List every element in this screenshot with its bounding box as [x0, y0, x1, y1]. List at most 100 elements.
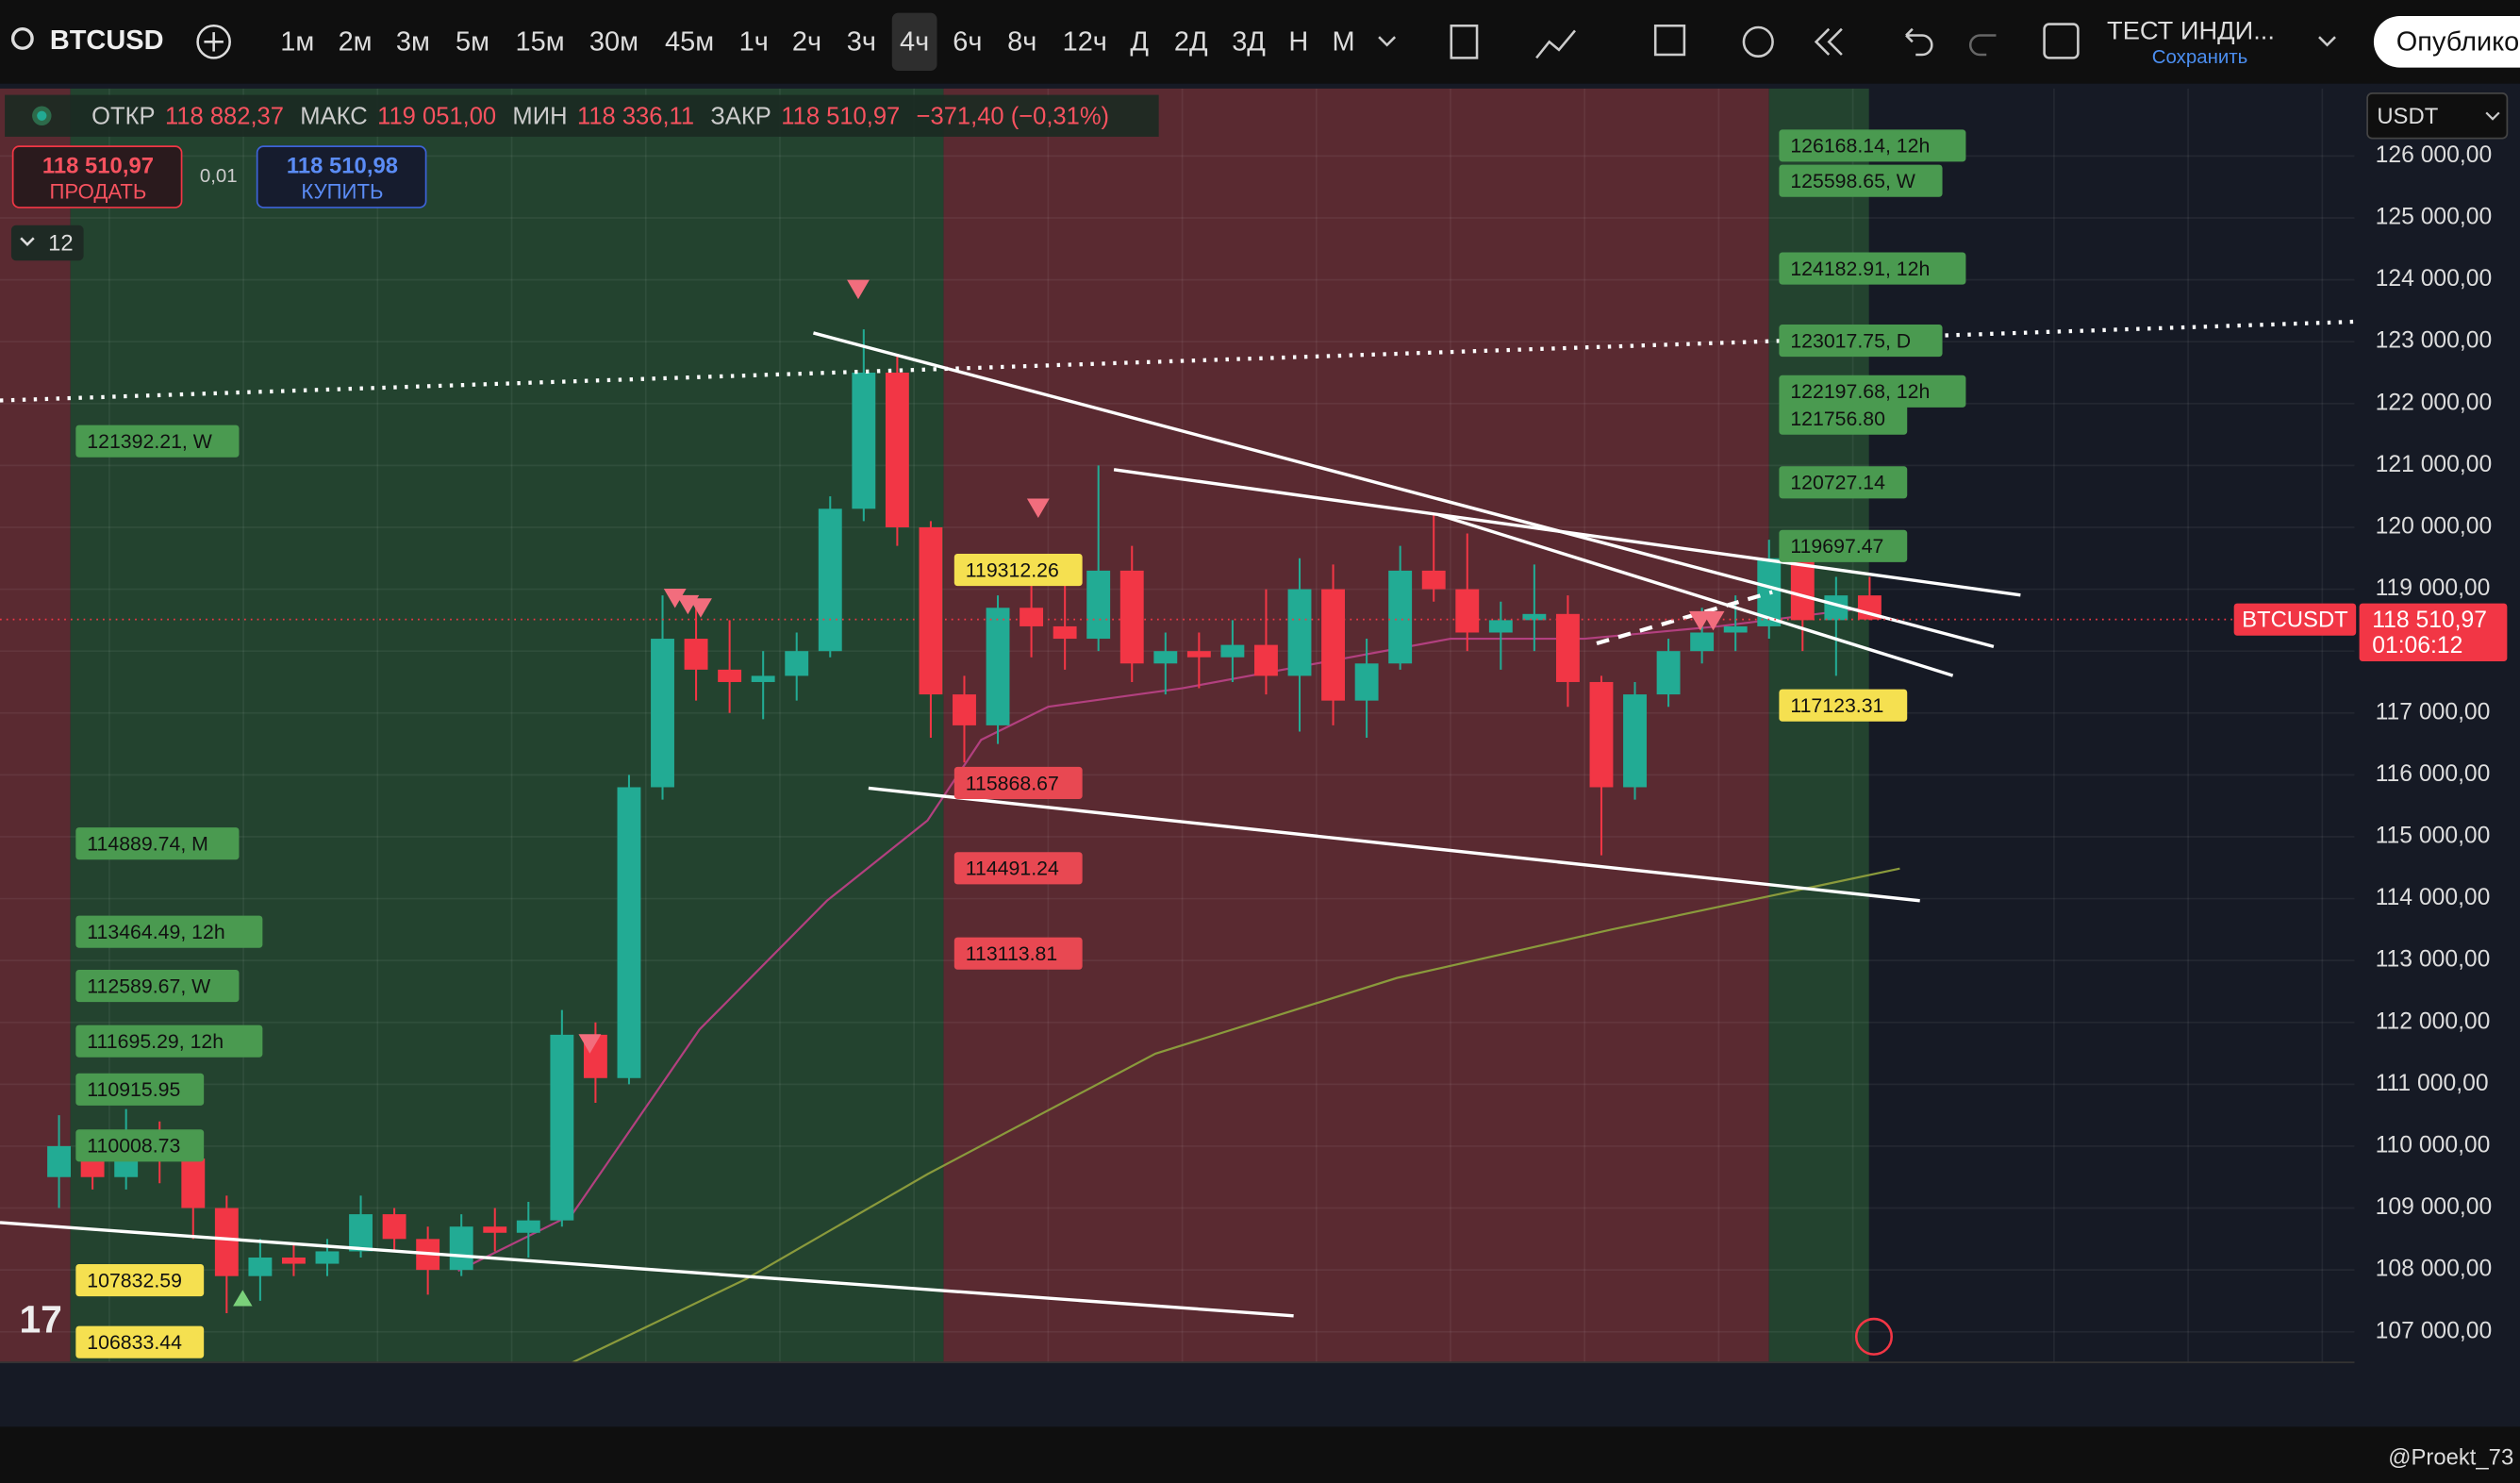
interval[interactable]: 2м	[339, 27, 373, 58]
y-tick-label: 122 000,00	[2376, 390, 2493, 415]
buy-label[interactable]: КУПИТЬ	[301, 179, 383, 203]
signal-marker	[233, 1290, 253, 1307]
level-label: 119312.26	[966, 558, 1059, 581]
chart-type[interactable]	[1450, 25, 1479, 59]
add-symbol[interactable]	[196, 25, 231, 59]
level-label: 107832.59	[87, 1269, 182, 1291]
candle-body	[550, 1034, 574, 1221]
template-menu[interactable]	[2318, 36, 2336, 47]
candle-body	[1589, 681, 1614, 788]
interval[interactable]: 8ч	[1007, 27, 1036, 58]
fullscreen[interactable]	[2043, 23, 2080, 59]
trend-line	[1437, 512, 1954, 677]
trend-line	[1113, 468, 2021, 597]
layouts[interactable]	[1653, 25, 1686, 57]
price-tag	[2359, 603, 2508, 661]
interval[interactable]: Д	[1130, 27, 1149, 58]
candle-body	[1555, 613, 1580, 682]
candle-body	[382, 1214, 406, 1240]
symbol-tag-text: BTCUSDT	[2242, 608, 2348, 633]
interval[interactable]: 4ч	[900, 27, 929, 58]
interval[interactable]: 30м	[589, 27, 638, 58]
replay[interactable]	[1814, 27, 1843, 56]
candle-body	[1254, 644, 1278, 676]
interval[interactable]: 45м	[665, 27, 714, 58]
candle-body	[47, 1145, 72, 1177]
level-label-box	[953, 937, 1083, 970]
sell-button[interactable]	[11, 145, 183, 208]
currency[interactable]: USDT	[2377, 104, 2438, 129]
search-icon[interactable]	[10, 26, 34, 50]
interval[interactable]: 12ч	[1063, 27, 1107, 58]
candle-body	[1421, 570, 1446, 590]
candle-body	[281, 1258, 306, 1264]
interval[interactable]: Н	[1288, 27, 1308, 58]
more-intervals[interactable]	[1378, 36, 1397, 47]
session-shade	[70, 88, 944, 1363]
candle-body	[818, 508, 842, 652]
collapse-button[interactable]	[10, 225, 84, 261]
publish[interactable]: Опублико	[2396, 27, 2519, 58]
add-icon	[204, 32, 224, 52]
level-label-box	[75, 425, 240, 458]
ohlc: ОТКР 118 882,37 МАКС 119 051,00 МИН 118 …	[91, 103, 1109, 129]
candle-body	[1287, 589, 1312, 676]
alert-icon[interactable]	[1854, 1317, 1893, 1356]
status-dot-core	[37, 110, 47, 121]
interval[interactable]: 3ч	[847, 27, 876, 58]
sell-label[interactable]: ПРОДАТЬ	[49, 179, 146, 203]
candle-body	[315, 1251, 340, 1264]
buy-button[interactable]	[256, 145, 427, 208]
candle-body	[1186, 651, 1211, 658]
save[interactable]: Сохранить	[2152, 46, 2248, 68]
level-label-box	[1779, 324, 1943, 358]
candle-body	[181, 1158, 206, 1208]
value: 118 510,97	[781, 103, 900, 129]
interval[interactable]: 3Д	[1232, 27, 1266, 58]
active-interval-bg	[891, 12, 937, 72]
interval[interactable]: 2Д	[1174, 27, 1208, 58]
candle-body	[1119, 570, 1144, 664]
candle-body	[1656, 651, 1681, 695]
label: ЗАКР	[710, 103, 771, 129]
interval[interactable]: 5м	[456, 27, 489, 58]
buy-price[interactable]: 118 510,98	[287, 154, 398, 179]
candle-body	[1488, 620, 1513, 633]
interval[interactable]: 1м	[280, 27, 314, 58]
plot-area: 121392.21, W 114889.74, M 113464.49, 12h 11…	[0, 88, 2355, 1363]
level-label: 110915.95	[87, 1078, 180, 1101]
interval[interactable]: 2ч	[792, 27, 821, 58]
indicators[interactable]	[1535, 29, 1576, 59]
interval[interactable]: 6ч	[953, 27, 982, 58]
currency-select[interactable]	[2366, 92, 2509, 140]
alert[interactable]	[1742, 25, 1774, 58]
interval[interactable]: 3м	[396, 27, 430, 58]
undo[interactable]	[1905, 27, 1933, 57]
publish-button[interactable]	[2373, 16, 2520, 68]
level-label: 122197.68, 12h	[1790, 380, 1930, 403]
level-label-box	[1779, 252, 1966, 285]
interval[interactable]: 15м	[516, 27, 565, 58]
sell-price[interactable]: 118 510,97	[42, 154, 154, 179]
level-label-box	[75, 1129, 205, 1162]
signal-marker	[1026, 498, 1050, 519]
value: 118 336,11	[577, 103, 694, 129]
y-tick-label: 126 000,00	[2376, 142, 2493, 168]
candle-body	[248, 1258, 273, 1276]
level-label: 120727.14	[1790, 472, 1885, 494]
collapse-count[interactable]: 12	[48, 230, 74, 256]
interval[interactable]: М	[1333, 27, 1355, 58]
redo[interactable]	[1969, 34, 1997, 57]
candle-body	[1053, 625, 1077, 640]
candle-body	[751, 675, 775, 682]
level-label: 113113.81	[966, 942, 1057, 965]
level-label: 124182.91, 12h	[1790, 258, 1930, 280]
level-label-box	[75, 1025, 263, 1058]
currency-arrow	[2485, 111, 2500, 121]
template-name[interactable]: ТЕСТ ИНДИ...	[2107, 15, 2275, 44]
symbol[interactable]: BTCUSD	[50, 25, 164, 56]
interval[interactable]: 1ч	[739, 27, 769, 58]
level-label-box	[75, 1264, 205, 1297]
